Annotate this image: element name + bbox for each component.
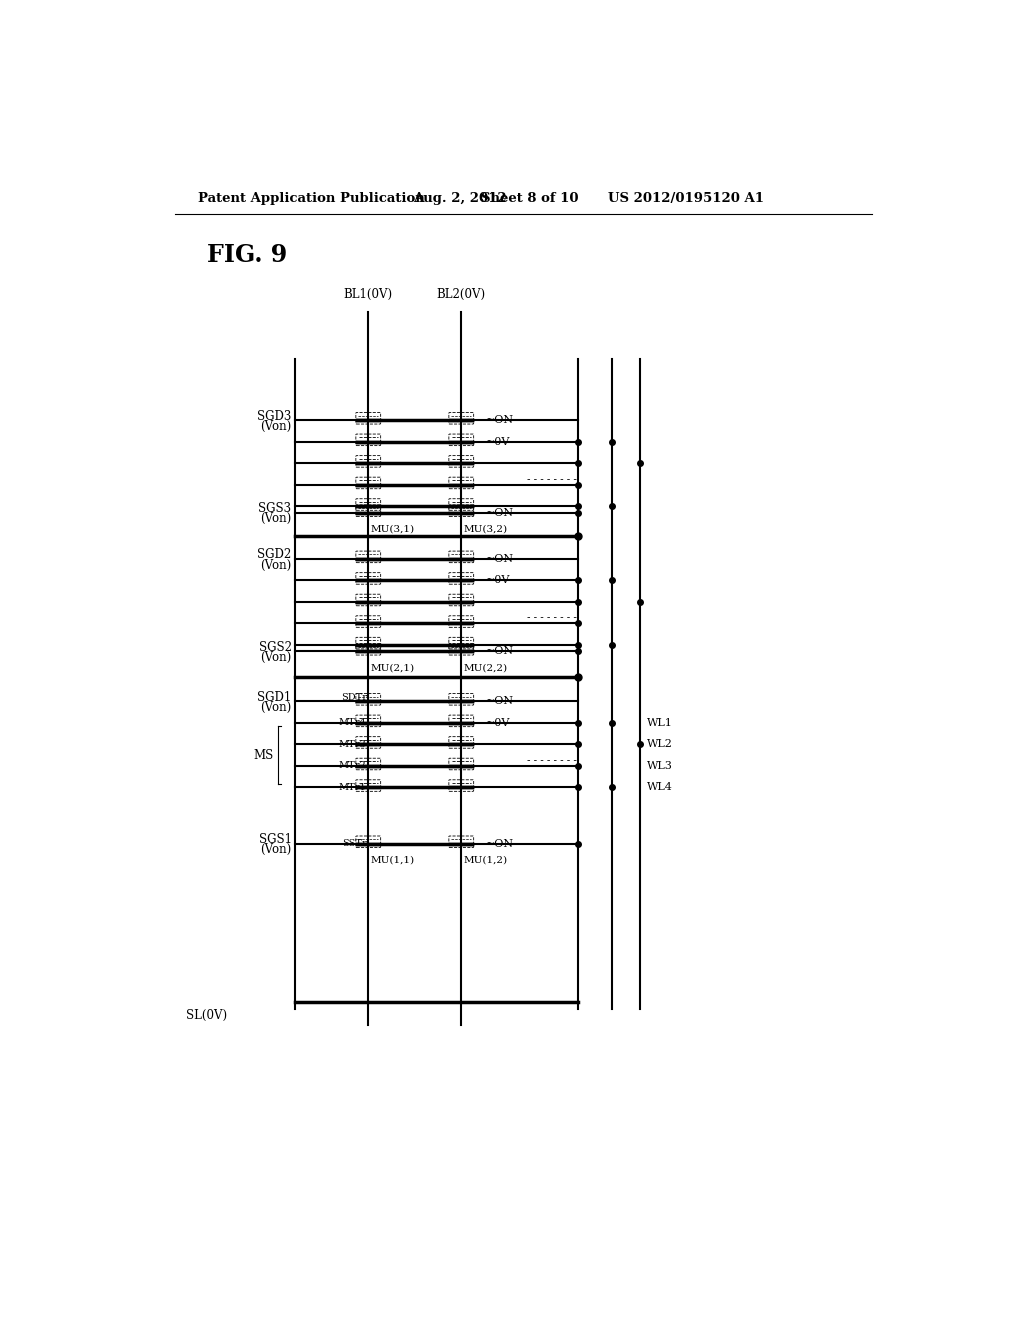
Text: - - - - - - - -: - - - - - - - - [527, 612, 577, 622]
Text: MTr4: MTr4 [339, 718, 367, 727]
Text: (Von): (Von) [260, 558, 292, 572]
Text: MU(1,1): MU(1,1) [371, 857, 415, 865]
Text: - - - - - - - -: - - - - - - - - [527, 474, 577, 483]
Text: SGS1: SGS1 [258, 833, 292, 846]
Text: ~ON: ~ON [486, 508, 514, 517]
Text: MU(1,2): MU(1,2) [464, 857, 508, 865]
Text: (Von): (Von) [260, 420, 292, 433]
Text: (Von): (Von) [260, 843, 292, 857]
Text: - - - - - - - -: - - - - - - - - [527, 755, 577, 764]
Text: MTr2: MTr2 [339, 762, 367, 771]
Text: ~0V: ~0V [486, 576, 510, 585]
Text: SL(0V): SL(0V) [186, 1008, 227, 1022]
Text: ~0V: ~0V [486, 718, 510, 727]
Text: MTr3: MTr3 [339, 741, 367, 748]
Text: (Von): (Von) [260, 701, 292, 714]
Text: ~ON: ~ON [486, 696, 514, 706]
Text: WL2: WL2 [647, 739, 673, 750]
Text: MU(3,1): MU(3,1) [371, 525, 415, 533]
Text: BL1(0V): BL1(0V) [344, 288, 393, 301]
Text: (Von): (Von) [260, 512, 292, 525]
Text: MU(3,2): MU(3,2) [464, 525, 508, 533]
Text: WL1: WL1 [647, 718, 673, 727]
Text: FIG. 9: FIG. 9 [207, 243, 288, 267]
Text: ~ON: ~ON [486, 554, 514, 564]
Text: BL2(0V): BL2(0V) [436, 288, 485, 301]
Text: SGD1: SGD1 [257, 690, 292, 704]
Text: WL4: WL4 [647, 783, 673, 792]
Text: MS: MS [254, 748, 273, 762]
Text: SGS3: SGS3 [258, 502, 292, 515]
Text: Aug. 2, 2012: Aug. 2, 2012 [414, 191, 507, 205]
Text: ~0V: ~0V [486, 437, 510, 446]
Text: SSTr: SSTr [342, 840, 367, 849]
Text: MU(2,1): MU(2,1) [371, 664, 415, 672]
Text: Sheet 8 of 10: Sheet 8 of 10 [480, 191, 579, 205]
Text: SGS2: SGS2 [258, 640, 292, 653]
Text: (Von): (Von) [260, 651, 292, 664]
Text: ~ON: ~ON [486, 647, 514, 656]
Text: SGD2: SGD2 [257, 548, 292, 561]
Text: ~ON: ~ON [486, 838, 514, 849]
Text: SGD3: SGD3 [257, 409, 292, 422]
Text: WL3: WL3 [647, 760, 673, 771]
Text: SDTr: SDTr [341, 693, 367, 702]
Text: US 2012/0195120 A1: US 2012/0195120 A1 [608, 191, 765, 205]
Text: MU(2,2): MU(2,2) [464, 664, 508, 672]
Text: Patent Application Publication: Patent Application Publication [198, 191, 425, 205]
Text: MTr1: MTr1 [339, 783, 367, 792]
Text: ~ON: ~ON [486, 416, 514, 425]
